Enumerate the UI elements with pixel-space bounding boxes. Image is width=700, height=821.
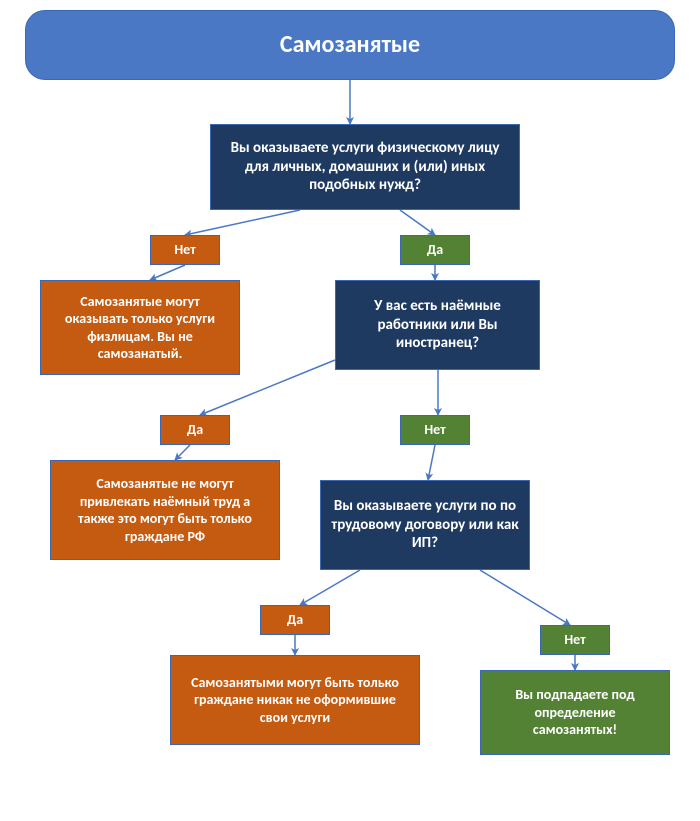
edge-q3-to-q3_no [480,570,570,625]
result-1-node: Самозанятые могут оказывать только услуг… [40,280,240,375]
q1-answer-no-node: Нет [150,235,220,265]
edge-q1-to-q1_yes [400,210,435,235]
result-2-node: Самозанятые не могут привлекать наёмный … [50,460,280,560]
title-label: Самозанятые [280,30,420,60]
q1-no-label: Нет [174,241,195,259]
q3-no-label: Нет [564,631,585,649]
q2-yes-label: Да [187,421,203,439]
result-3-label: Самозанятыми могут быть только граждане … [181,674,409,727]
question-1-label: Вы оказываете услуги физическому лицу дл… [221,139,509,195]
q2-no-label: Нет [424,421,445,439]
flowchart-canvas: Самозанятые Вы оказываете услуги физичес… [0,0,700,821]
title-node: Самозанятые [25,10,675,80]
q3-answer-yes-node: Да [260,605,330,635]
q2-answer-no-node: Нет [400,415,470,445]
result-4-label: Вы подпадаете под определение самозаняты… [491,686,659,739]
q1-yes-label: Да [427,241,443,259]
result-2-label: Самозанятые не могут привлекать наёмный … [61,475,269,545]
question-1-node: Вы оказываете услуги физическому лицу дл… [210,124,520,210]
edge-q1_no-to-r1 [150,265,185,280]
q2-answer-yes-node: Да [160,415,230,445]
edge-q1-to-q1_no [185,210,300,235]
q1-answer-yes-node: Да [400,235,470,265]
result-3-node: Самозанятыми могут быть только граждане … [170,655,420,745]
question-2-label: У вас есть наёмные работники или Вы инос… [346,297,529,353]
question-3-node: Вы оказываете услуги по по трудовому дог… [320,480,530,570]
edge-q2_no-to-q3 [428,445,435,480]
edge-q2_yes-to-r2 [175,445,190,460]
q3-yes-label: Да [287,611,303,629]
result-1-label: Самозанятые могут оказывать только услуг… [51,293,229,363]
edge-q3-to-q3_yes [300,570,360,605]
result-4-node: Вы подпадаете под определение самозаняты… [480,670,670,755]
q3-answer-no-node: Нет [540,625,610,655]
question-3-label: Вы оказываете услуги по по трудовому дог… [331,497,519,553]
question-2-node: У вас есть наёмные работники или Вы инос… [335,280,540,370]
